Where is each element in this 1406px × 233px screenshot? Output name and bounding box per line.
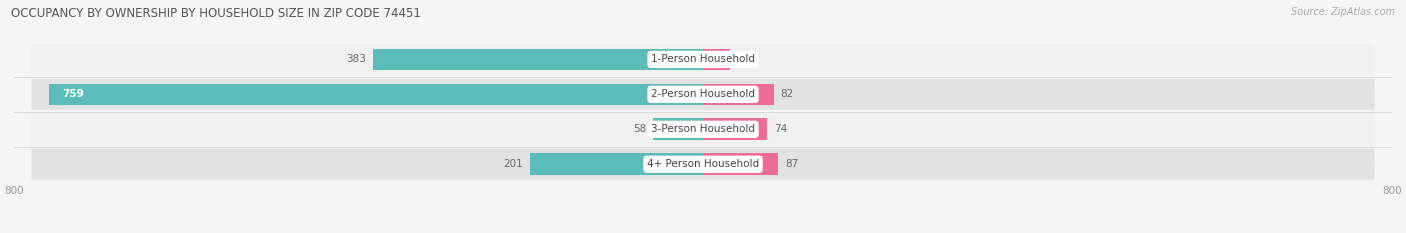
Text: 4+ Person Household: 4+ Person Household [647,159,759,169]
Text: 1-Person Household: 1-Person Household [651,55,755,64]
Text: 58: 58 [633,124,647,134]
Text: OCCUPANCY BY OWNERSHIP BY HOUSEHOLD SIZE IN ZIP CODE 74451: OCCUPANCY BY OWNERSHIP BY HOUSEHOLD SIZE… [11,7,422,20]
Text: 82: 82 [780,89,794,99]
FancyBboxPatch shape [31,44,1375,75]
Text: 3-Person Household: 3-Person Household [651,124,755,134]
Text: 31: 31 [737,55,749,64]
Text: 383: 383 [346,55,367,64]
Text: 74: 74 [773,124,787,134]
Text: 201: 201 [503,159,523,169]
Text: Source: ZipAtlas.com: Source: ZipAtlas.com [1291,7,1395,17]
Bar [49,84,703,105]
Bar [530,154,703,175]
Text: 759: 759 [62,89,84,99]
FancyBboxPatch shape [31,149,1375,180]
Bar [703,84,773,105]
Text: 87: 87 [785,159,799,169]
Bar [373,49,703,70]
Bar [703,154,778,175]
Bar [703,49,730,70]
FancyBboxPatch shape [31,79,1375,110]
FancyBboxPatch shape [31,114,1375,145]
Bar [652,118,703,140]
Text: 2-Person Household: 2-Person Household [651,89,755,99]
Bar [703,118,766,140]
